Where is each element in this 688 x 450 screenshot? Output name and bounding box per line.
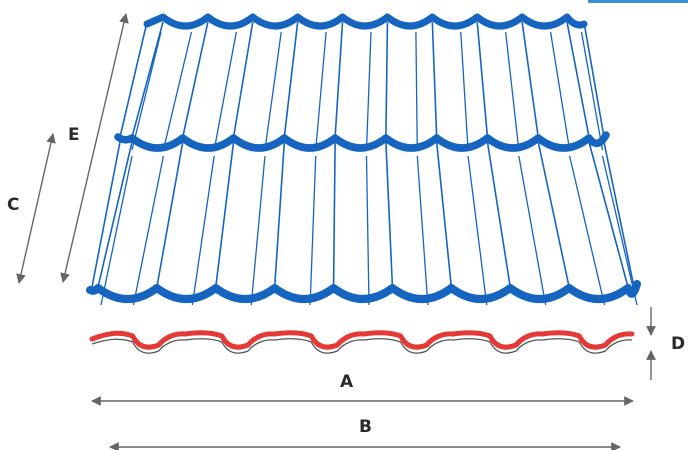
tile-wave-row-3 (86, 280, 641, 303)
ridge-line-upper (162, 31, 193, 151)
panel-line-lower (385, 141, 394, 288)
panel-line-upper (131, 21, 164, 138)
ridge-line-upper (415, 31, 418, 151)
ridge-line-lower (365, 155, 370, 306)
ridge-line-lower (416, 155, 429, 306)
ridge-line-upper (460, 31, 469, 151)
ridge-line-upper (365, 31, 372, 151)
panel-line-lower (214, 141, 235, 288)
dimension-arrow-e (60, 13, 129, 283)
profile-underside (91, 338, 633, 354)
ridge-line-upper (315, 31, 327, 151)
tile-wave-row-1 (143, 13, 588, 30)
panel-line-upper (583, 21, 605, 138)
panel-line-upper (431, 21, 438, 138)
panel-line-lower (156, 141, 184, 288)
panel-line-upper (283, 21, 299, 138)
ridge-line-lower (568, 155, 606, 306)
profile-coating-line (89, 330, 635, 350)
dimension-label-d: D (671, 334, 685, 354)
wave-rows (86, 13, 641, 303)
panel-line-upper (232, 21, 254, 138)
cross-section-profile (89, 330, 635, 354)
ridge-line-upper (213, 31, 237, 151)
panel-line-lower (486, 141, 512, 288)
panel-line-lower (603, 141, 635, 288)
ridge-line-lower (191, 155, 215, 306)
ridge-line-lower (132, 155, 165, 306)
ridge-line-upper (131, 31, 162, 151)
dimension-label-e: E (68, 125, 80, 145)
ridge-line-upper (549, 31, 571, 151)
panel-line-lower (273, 141, 286, 288)
panel-line-upper (521, 21, 540, 138)
panel-line-upper (385, 21, 389, 138)
ridge-line-upper (264, 31, 282, 151)
panel-lines (91, 21, 638, 306)
dimension-label-c: C (7, 195, 19, 215)
panel-line-upper (476, 21, 489, 138)
panel-line-upper (334, 21, 344, 138)
dimension-arrows (16, 13, 656, 450)
dimension-arrow-c (16, 133, 56, 284)
panel-line-upper (119, 21, 148, 138)
ridge-line-lower (601, 155, 638, 306)
panel-line-lower (435, 141, 453, 288)
ridge-line-lower (467, 155, 488, 306)
ridge-line-upper (580, 31, 604, 151)
ridge-line-upper (505, 31, 520, 151)
ridge-line-lower (518, 155, 547, 306)
dimension-label-b: B (359, 417, 372, 437)
panel-line-lower (332, 141, 336, 288)
panel-line-lower (537, 141, 570, 288)
metal-tile-sheet (86, 13, 641, 306)
tile-wave-row-2 (114, 131, 610, 152)
ridge-line-lower (250, 155, 266, 306)
dimension-label-a: A (340, 372, 354, 392)
corner-accent-bar (588, 0, 688, 3)
ridge-line-lower (100, 155, 133, 306)
panel-line-upper (566, 21, 590, 138)
panel-line-lower (588, 141, 629, 288)
panel-line-upper (181, 21, 209, 138)
ridge-line-lower (309, 155, 317, 306)
